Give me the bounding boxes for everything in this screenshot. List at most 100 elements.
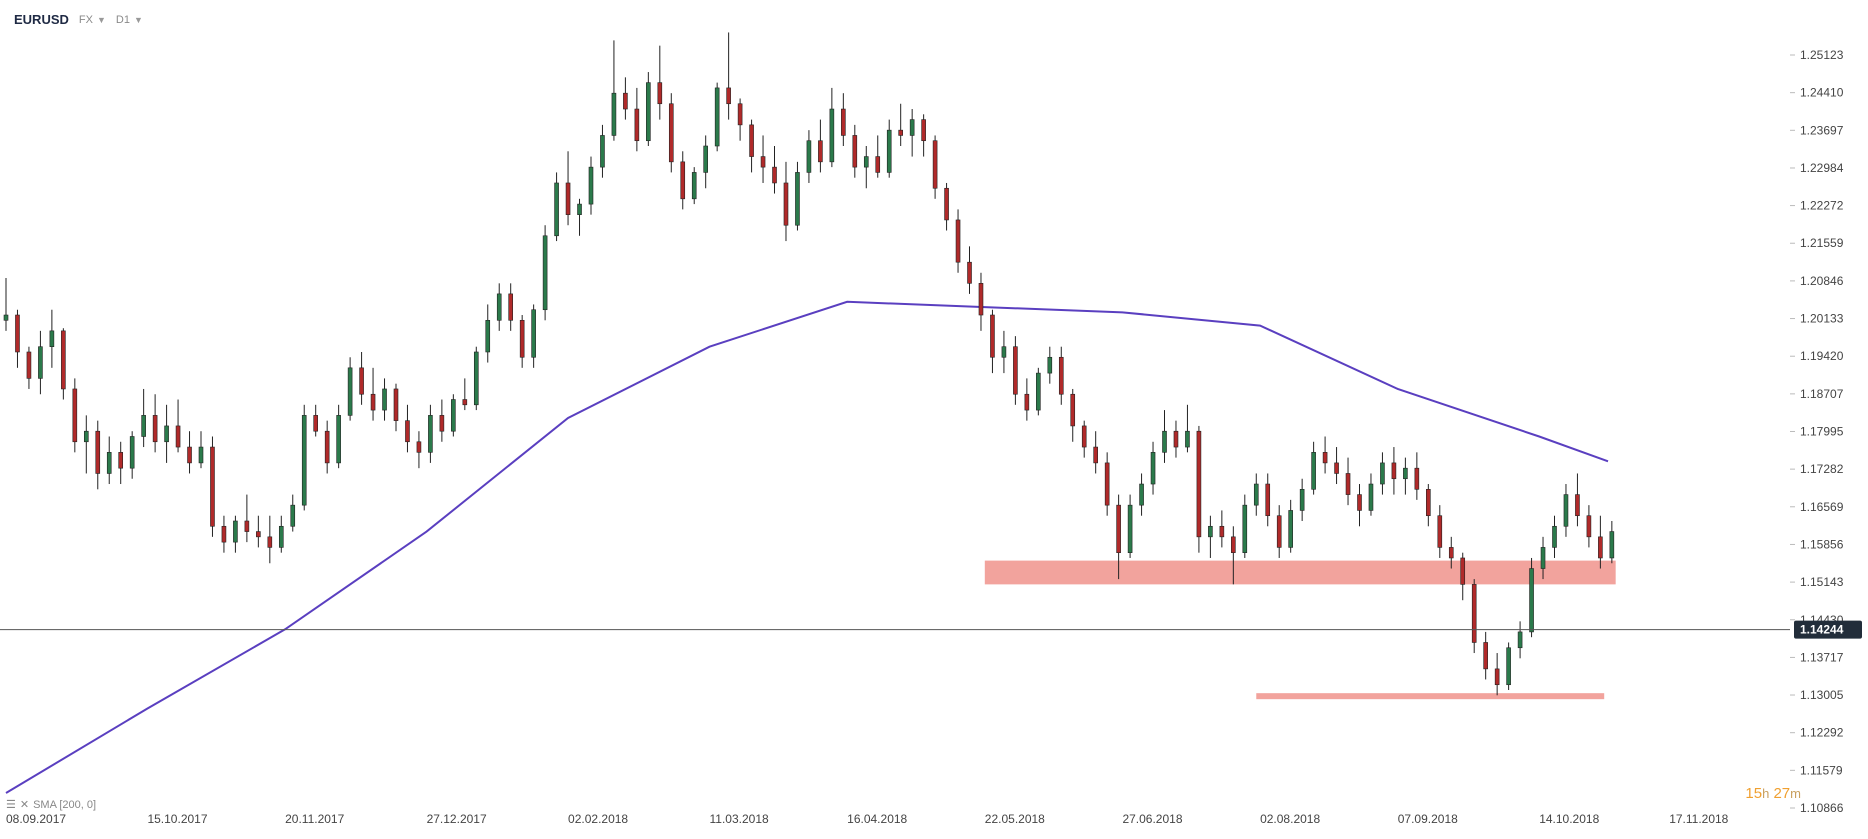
symbol-label[interactable]: EURUSD <box>14 12 69 27</box>
candle-body <box>1483 642 1488 670</box>
candle-body <box>841 108 846 136</box>
candle-body <box>909 119 915 136</box>
candle <box>210 436 215 537</box>
candle <box>772 146 777 194</box>
candle-body <box>485 319 491 353</box>
candle-body <box>863 156 869 168</box>
y-tick-label: 1.24410 <box>1800 86 1844 100</box>
bar-countdown: 15h 27m <box>1745 785 1801 802</box>
y-tick-label: 1.17995 <box>1800 424 1844 438</box>
x-tick-label: 02.02.2018 <box>568 812 628 826</box>
y-tick-label: 1.11579 <box>1800 763 1843 777</box>
candle <box>336 404 341 469</box>
candle-body <box>634 108 640 142</box>
candle-body <box>462 399 468 406</box>
candle <box>898 103 903 147</box>
candle <box>531 304 536 368</box>
chevron-down-icon[interactable]: ▼ <box>96 14 106 25</box>
candle <box>1242 494 1248 558</box>
candle-body <box>49 330 55 348</box>
menu-icon[interactable]: ☰ <box>6 799 16 811</box>
candle <box>15 309 20 368</box>
candle <box>1517 621 1523 659</box>
candle <box>1196 425 1202 553</box>
candle <box>623 77 628 120</box>
candle <box>1380 452 1385 495</box>
timeframe-label[interactable]: D1 <box>115 13 130 26</box>
candle <box>244 494 250 543</box>
candle-body <box>83 430 89 443</box>
candle-body <box>1322 452 1328 464</box>
candle <box>1345 457 1351 506</box>
candle-body <box>1586 515 1592 538</box>
candle <box>1276 505 1282 558</box>
candle-body <box>565 182 571 215</box>
candle <box>1253 473 1259 516</box>
price-zone <box>984 560 1616 585</box>
current-price-label: 1.14244 <box>1800 623 1844 637</box>
candle-body <box>1334 462 1339 474</box>
candle <box>313 404 318 437</box>
candle <box>462 378 468 411</box>
candle-body <box>118 452 124 469</box>
candle <box>1185 404 1190 453</box>
candle-body <box>646 82 651 142</box>
candle-body <box>26 351 32 379</box>
candle <box>370 367 376 421</box>
candle-body <box>1517 631 1523 649</box>
candle-body <box>61 330 66 390</box>
candle-body <box>1529 568 1534 633</box>
candle <box>3 278 9 331</box>
candle <box>990 309 995 374</box>
candle <box>1265 473 1271 527</box>
candle-body <box>405 420 410 443</box>
candle <box>1552 515 1557 558</box>
close-icon[interactable]: ✕ <box>19 799 30 811</box>
candle-body <box>1598 536 1603 559</box>
candle-body <box>1024 393 1030 411</box>
candle-body <box>577 203 582 215</box>
candle <box>416 431 422 469</box>
candle <box>439 399 445 442</box>
chevron-down-icon[interactable]: ▼ <box>133 14 143 25</box>
candle-body <box>164 425 169 443</box>
candle-body <box>1070 393 1076 427</box>
candle <box>554 172 559 242</box>
candle-body <box>1001 346 1007 358</box>
candle <box>301 404 307 511</box>
candle-body <box>1368 483 1374 511</box>
candle <box>657 45 663 120</box>
candle <box>1506 642 1511 691</box>
indicator-legend: ☰ ✕ SMA [200, 0] <box>6 798 96 812</box>
candle <box>1529 557 1534 638</box>
candle <box>83 415 89 474</box>
candle-body <box>244 520 250 532</box>
candle-body <box>1013 346 1018 395</box>
candle-body <box>1196 430 1202 538</box>
candle <box>1334 447 1339 485</box>
y-tick-label: 1.18707 <box>1800 387 1844 401</box>
candle <box>1288 499 1293 553</box>
candle <box>1047 346 1053 384</box>
candle-body <box>1575 494 1580 517</box>
candle <box>164 404 169 463</box>
candle-body <box>1208 525 1213 538</box>
candle-body <box>1150 452 1156 485</box>
candle <box>221 515 227 553</box>
candle-body <box>187 446 192 464</box>
x-tick-label: 27.12.2017 <box>427 812 487 826</box>
candle <box>1001 330 1007 374</box>
candle-body <box>1311 452 1316 490</box>
candle <box>921 114 926 157</box>
candle-body <box>875 156 881 173</box>
candle <box>359 351 364 405</box>
candle <box>26 346 32 389</box>
candle-body <box>1437 515 1443 548</box>
candle-body <box>1173 430 1179 448</box>
candle-body <box>141 415 146 437</box>
candle-body <box>1162 430 1167 453</box>
candle-body <box>370 393 376 411</box>
candle <box>496 283 502 331</box>
